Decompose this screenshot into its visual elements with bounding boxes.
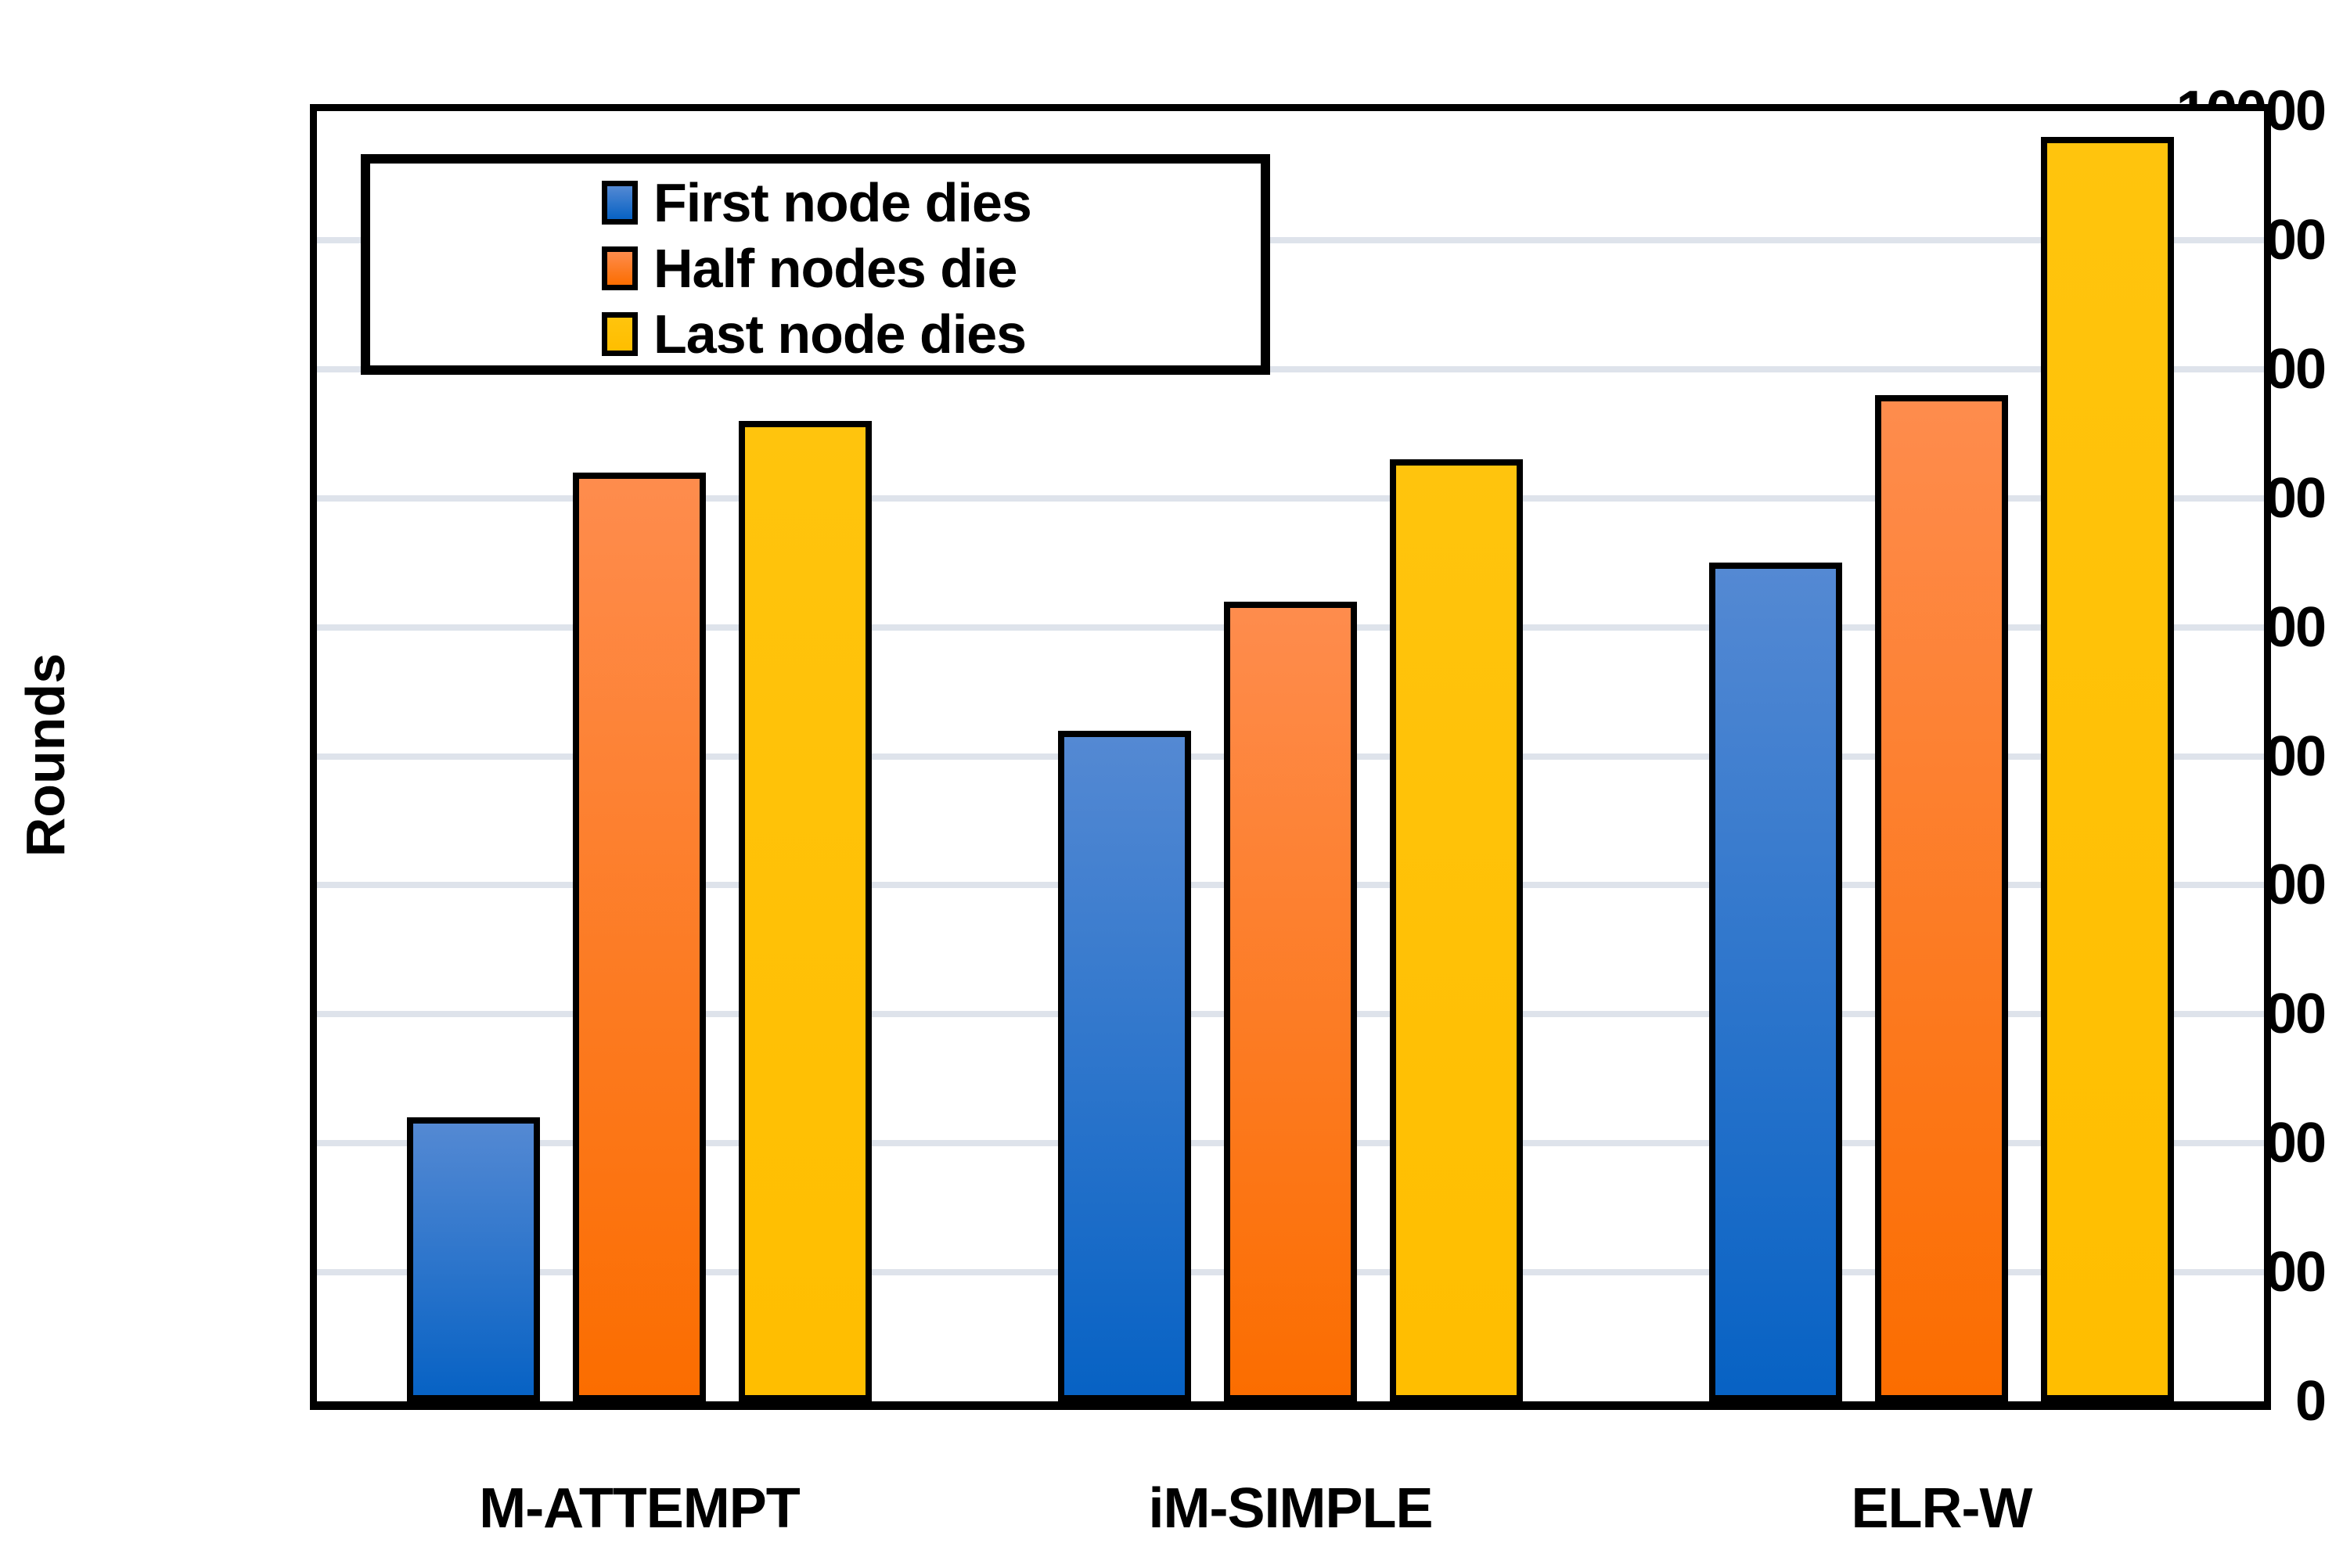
bar-half-nodes-die-elr-w xyxy=(1875,395,2008,1401)
legend-label-half-nodes-die: Half nodes die xyxy=(653,238,1017,299)
legend-swatch-half-nodes-die xyxy=(602,246,638,290)
legend-label-last-node-dies: Last node dies xyxy=(653,304,1027,365)
legend-label-first-node-dies: First node dies xyxy=(653,172,1032,233)
bar-last-node-dies-m-attempt xyxy=(739,421,872,1401)
bar-first-node-dies-elr-w xyxy=(1709,563,1842,1401)
legend-item-half-nodes-die: Half nodes die xyxy=(602,236,1261,301)
legend-item-last-node-dies: Last node dies xyxy=(602,301,1261,367)
legend: First node dies Half nodes die Last node d… xyxy=(361,154,1270,375)
legend-swatch-last-node-dies xyxy=(602,312,638,356)
bar-first-node-dies-m-attempt xyxy=(407,1117,540,1401)
legend-item-first-node-dies: First node dies xyxy=(602,170,1261,236)
legend-swatch-first-node-dies xyxy=(602,181,638,225)
plot-area: First node dies Half nodes die Last node d… xyxy=(310,104,2271,1410)
bar-last-node-dies-im-simple xyxy=(1390,459,1523,1401)
bar-first-node-dies-im-simple xyxy=(1058,731,1191,1401)
bar-last-node-dies-elr-w xyxy=(2041,137,2174,1401)
x-axis-label-elr-w: ELR-W xyxy=(1851,1477,2033,1540)
bar-half-nodes-die-im-simple xyxy=(1224,602,1357,1401)
x-axis-label-m-attempt: M-ATTEMPT xyxy=(479,1477,801,1540)
y-axis-title: Rounds xyxy=(15,653,76,858)
y-tick-label-0: 0 xyxy=(2294,1370,2325,1433)
bar-half-nodes-die-m-attempt xyxy=(573,473,706,1401)
x-axis-label-im-simple: iM-SIMPLE xyxy=(1148,1477,1434,1540)
